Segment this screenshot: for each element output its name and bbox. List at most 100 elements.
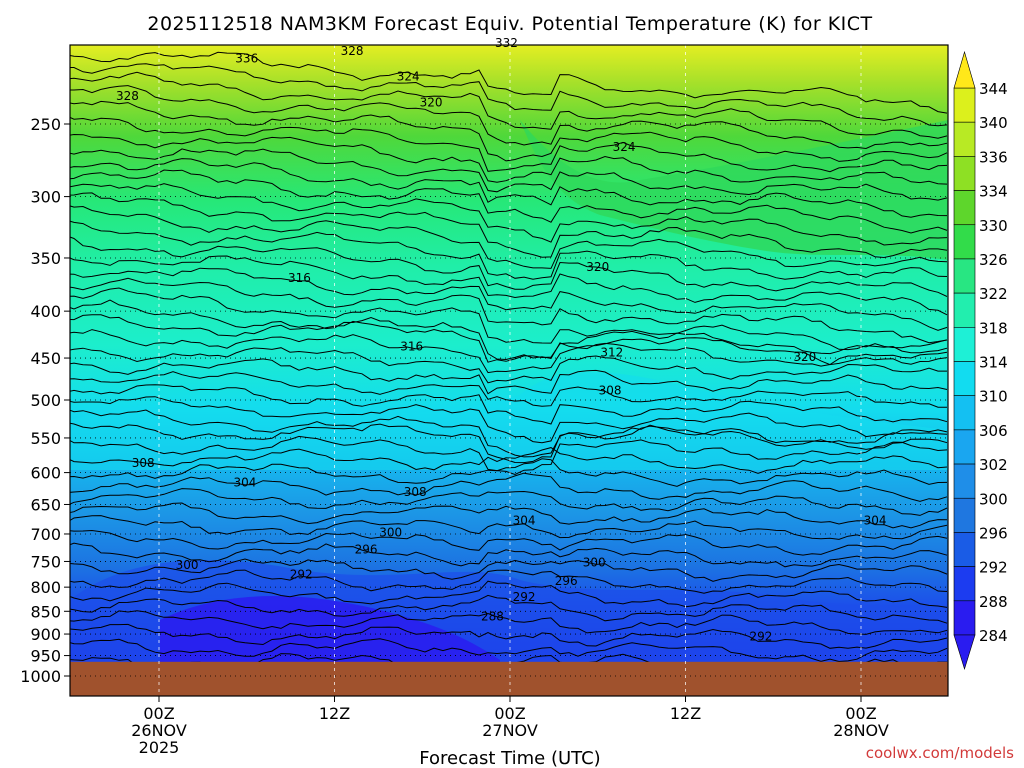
colorbar-swatch (953, 463, 976, 499)
contour-label: 300 (583, 556, 606, 570)
contour-line (70, 435, 948, 476)
contour-line (70, 71, 948, 139)
contour-label: 296 (355, 543, 378, 557)
colorbar-label: 292 (979, 559, 1008, 577)
contour-label: 316 (288, 271, 311, 285)
contour-line (70, 299, 948, 366)
contour-label: 304 (864, 514, 887, 528)
contour-label: 300 (379, 525, 402, 539)
contour-line (70, 409, 948, 458)
ground-terrain (70, 661, 948, 696)
contour-line (70, 569, 948, 594)
colorbar-swatch (953, 395, 976, 431)
contour-line (70, 558, 948, 582)
contour-line (70, 169, 948, 234)
contour-label: 300 (176, 558, 199, 572)
colorbar-label: 344 (979, 80, 1008, 98)
colorbar-label: 302 (979, 456, 1008, 474)
contour-label: 308 (599, 383, 622, 397)
colorbar: 344 340 336 334 330 326 322 318 314 310 306 302 300 2… (953, 50, 1008, 671)
x-tick-label: 12Z (670, 704, 701, 723)
colorbar-swatch (953, 224, 976, 260)
colorbar-label: 336 (979, 148, 1008, 166)
y-tick-label: 700 (30, 525, 61, 544)
y-tick-label: 650 (30, 495, 61, 514)
contour-label: 328 (341, 44, 364, 58)
x-tick-label: 26NOV (131, 721, 187, 740)
contour-line (70, 447, 948, 474)
y-tick-label: 800 (30, 578, 61, 597)
y-tick-label: 300 (30, 188, 61, 207)
y-tick-label: 900 (30, 625, 61, 644)
contour-label: 328 (116, 89, 139, 103)
contour-line (70, 610, 948, 635)
credit-text: coolwx.com/models (866, 744, 1014, 762)
colorbar-label: 300 (979, 490, 1008, 508)
y-tick-label: 250 (30, 115, 61, 134)
contour-line (70, 488, 948, 516)
colorbar-label: 288 (979, 593, 1008, 611)
contour-line (70, 158, 948, 218)
contour-line (70, 580, 948, 608)
contour-line (70, 51, 948, 114)
contour-line (70, 384, 948, 425)
x-tick-label: 28NOV (833, 721, 889, 740)
y-tick-label: 1000 (20, 667, 61, 686)
colorbar-label: 314 (979, 354, 1008, 372)
contour-label: 304 (513, 514, 536, 528)
contour-label: 324 (397, 70, 420, 84)
contour-line (70, 502, 948, 529)
y-tick-label: 550 (30, 429, 61, 448)
contour-line (70, 594, 948, 624)
plot-area (70, 45, 948, 696)
colorbar-swatch (953, 87, 976, 123)
contour-line (70, 396, 948, 444)
contour-line (70, 116, 948, 173)
x-tick-label: 00Z (143, 704, 174, 723)
contour-line (70, 192, 948, 259)
colorbar-label: 322 (979, 285, 1008, 303)
colorbar-label: 310 (979, 388, 1008, 406)
contour-line (70, 220, 948, 280)
contour-line (70, 100, 948, 162)
contour-label: 332 (495, 36, 518, 50)
contour-line (70, 255, 948, 316)
contour-label: 320 (420, 96, 443, 110)
colorbar-label: 306 (979, 422, 1008, 440)
contour-line (70, 358, 948, 395)
contour-label: 320 (586, 260, 609, 274)
y-tick-label: 450 (30, 349, 61, 368)
y-tick-label: 850 (30, 602, 61, 621)
contour-label: 320 (793, 350, 816, 364)
y-tick-label: 400 (30, 302, 61, 321)
contour-label: 324 (613, 140, 636, 154)
y-tick-label: 600 (30, 464, 61, 483)
plot-frame (69, 44, 949, 697)
contour-line (70, 623, 948, 649)
chart-title: 2025112518 NAM3KM Forecast Equiv. Potent… (147, 13, 872, 35)
contour-lines (70, 51, 948, 677)
contour-line (70, 63, 948, 127)
colorbar-swatch (953, 292, 976, 328)
contour-label: 288 (481, 609, 504, 623)
contour-line (70, 148, 948, 201)
contour-line (70, 422, 948, 464)
x-tick-label: 00Z (494, 704, 525, 723)
contour-line (70, 205, 948, 269)
contour-line (70, 458, 948, 487)
contour-label: 292 (750, 629, 773, 643)
contour-line (70, 515, 948, 540)
contour-line (70, 85, 948, 150)
colorbar-bottom-arrow (953, 634, 976, 671)
y-tick-label: 500 (30, 391, 61, 410)
y-tick-label: 950 (30, 647, 61, 666)
colorbar-label: 334 (979, 183, 1008, 201)
x-tick-label: 00Z (845, 704, 876, 723)
colorbar-swatch (953, 497, 976, 533)
contour-line (70, 542, 948, 568)
contour-line (70, 529, 948, 556)
colorbar-swatch (953, 121, 976, 157)
